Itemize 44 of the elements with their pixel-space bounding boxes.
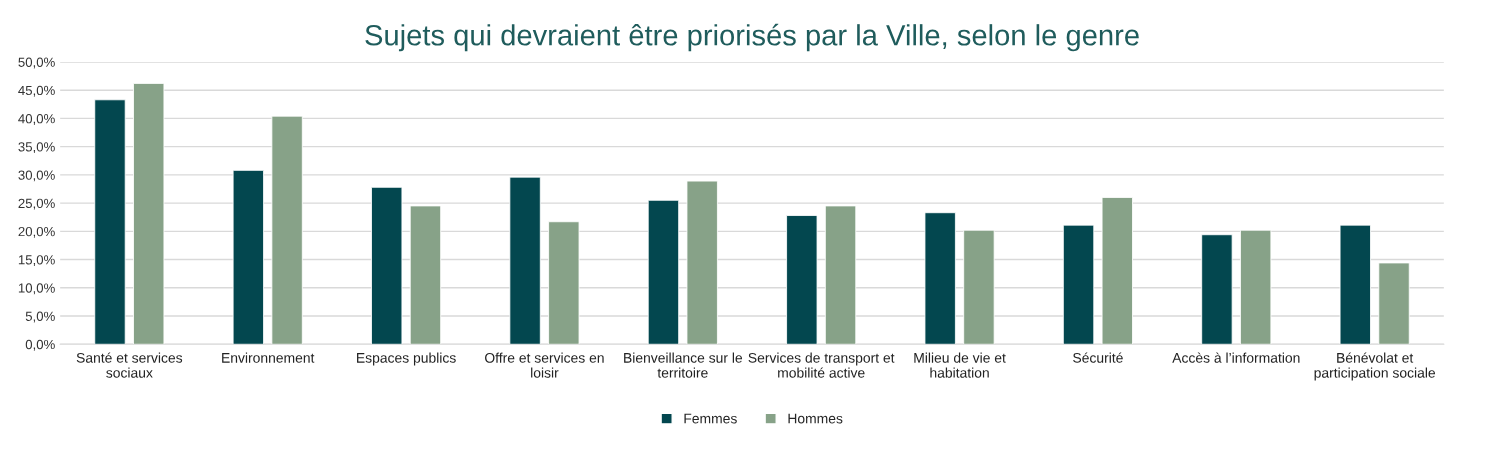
bar	[548, 221, 580, 345]
bar	[824, 205, 857, 345]
legend-label: Hommes	[788, 413, 843, 424]
y-tick-label: 30,0%	[18, 170, 55, 182]
x-tick-label: Espaces publics	[357, 352, 456, 366]
x-tick-label: Environnement	[222, 352, 315, 363]
bar	[409, 205, 442, 345]
bar	[94, 99, 126, 345]
bar	[232, 169, 264, 345]
y-tick-label: 5,0%	[25, 311, 55, 323]
bar	[1378, 262, 1410, 345]
bar	[786, 215, 818, 345]
bar	[963, 229, 995, 345]
x-tick-label: Sécurité	[1073, 352, 1123, 363]
bar	[1062, 224, 1095, 345]
bar	[686, 180, 718, 345]
y-tick-label: 50,0%	[18, 57, 55, 69]
bar	[924, 212, 956, 345]
bar	[371, 186, 403, 345]
bar	[1240, 229, 1272, 345]
chart-title: Sujets qui devraient être priorisés par la Ville, selon le genre	[365, 23, 1139, 52]
y-tick-label: 0,0%	[25, 339, 55, 351]
x-tick-label: Offre et services en loisir	[485, 352, 604, 378]
x-tick-label: Bienveillance sur le territoire	[624, 352, 743, 378]
bar	[1201, 234, 1233, 345]
bar	[1339, 224, 1371, 345]
legend-label: Femmes	[684, 413, 737, 424]
bar	[133, 83, 165, 345]
bar	[1101, 197, 1133, 345]
x-tick-label: Milieu de vie et habitation	[914, 352, 1006, 378]
x-tick-label: Bénévolat et participation sociale	[1314, 352, 1436, 381]
x-tick-label: Accès à l’information	[1172, 352, 1300, 363]
y-tick-label: 25,0%	[18, 198, 55, 210]
y-tick-label: 45,0%	[18, 85, 55, 97]
bar	[647, 199, 680, 345]
bar	[509, 176, 541, 345]
bar	[271, 115, 303, 345]
x-tick-label: Santé et services sociaux	[76, 352, 183, 378]
y-tick-label: 20,0%	[18, 226, 55, 238]
y-tick-label: 40,0%	[18, 113, 55, 125]
y-tick-label: 35,0%	[18, 142, 55, 154]
y-tick-label: 10,0%	[18, 283, 55, 295]
x-tick-label: Services de transport et mobilité active	[748, 352, 895, 378]
y-tick-label: 15,0%	[18, 255, 55, 267]
